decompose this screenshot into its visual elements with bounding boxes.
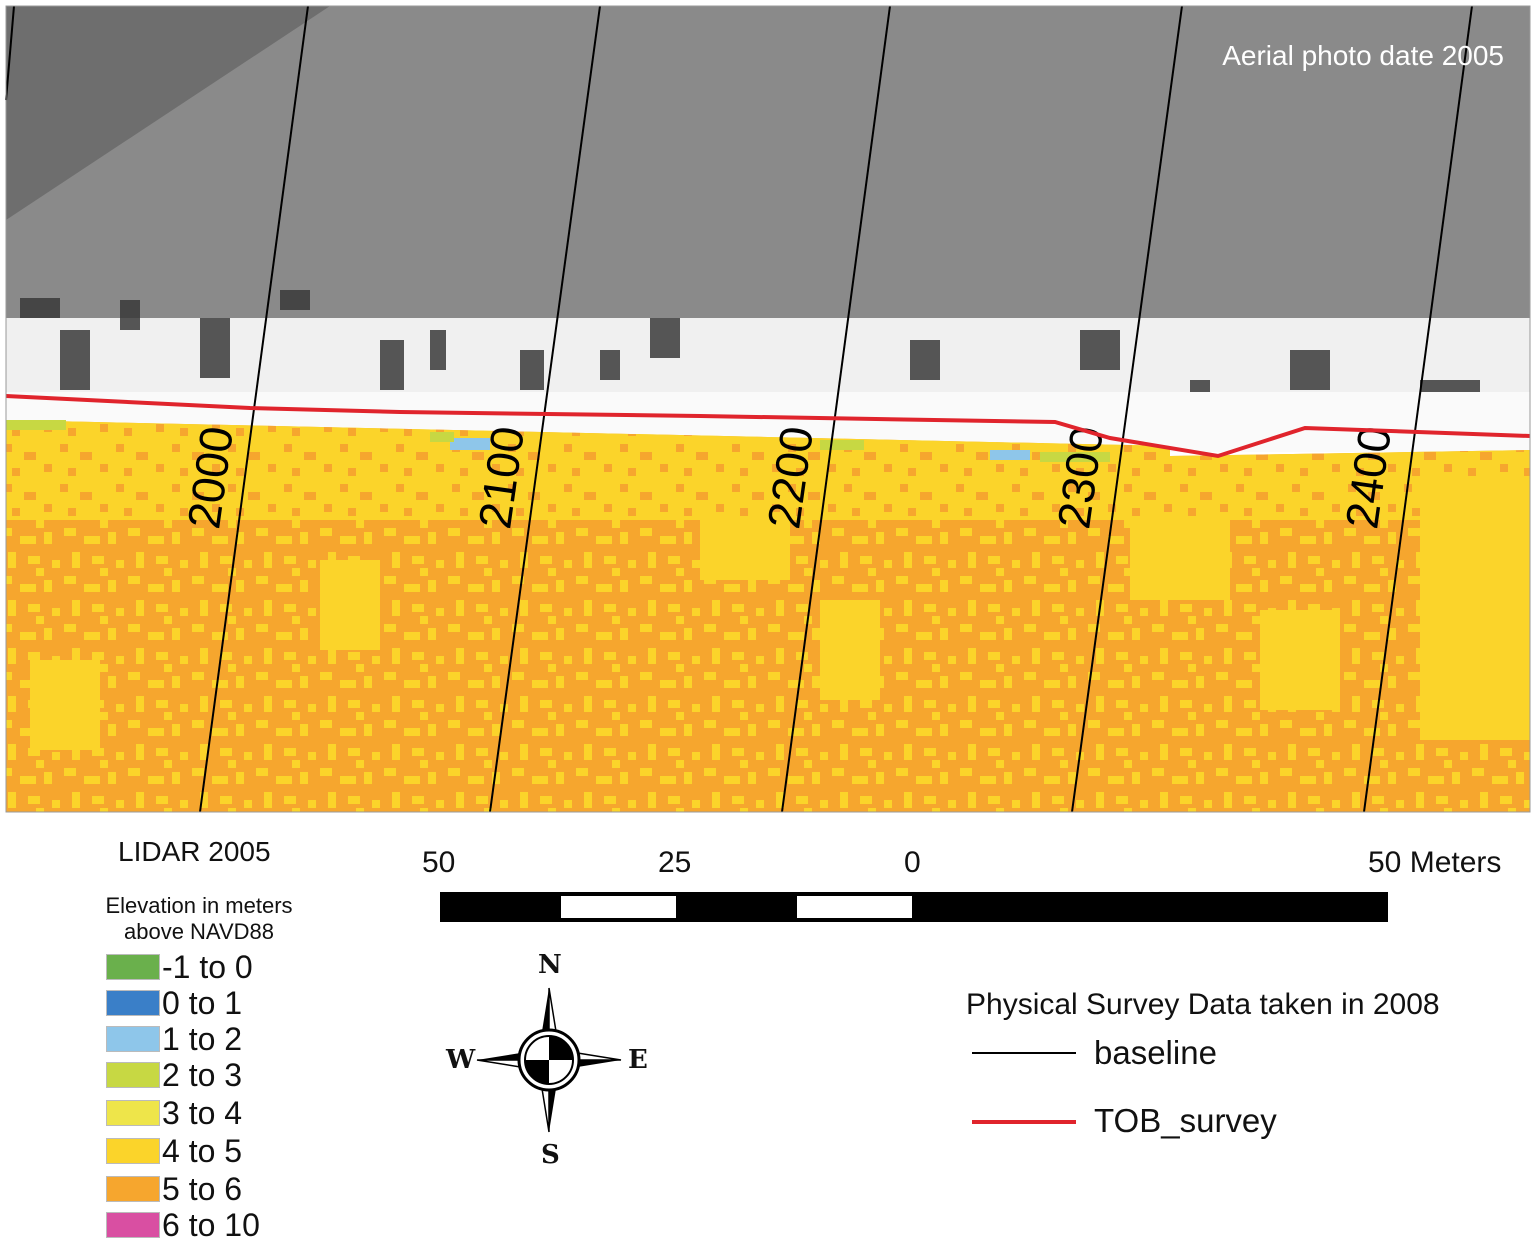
deep-water-shading bbox=[6, 6, 330, 220]
tob-legend-label: TOB_survey bbox=[1094, 1102, 1277, 1139]
lidar-yellow-patches bbox=[30, 480, 1530, 750]
transect-line bbox=[489, 5, 601, 813]
map-frame bbox=[5, 5, 1531, 813]
compass-north-label: N bbox=[538, 950, 562, 980]
water-area bbox=[6, 6, 1530, 331]
legend-class-row: 6 to 10 bbox=[106, 1207, 260, 1243]
legend-class-label: 2 to 3 bbox=[162, 1056, 243, 1093]
legend-class-label: -1 to 0 bbox=[162, 948, 253, 985]
legend-swatch bbox=[106, 954, 160, 980]
legend-title: LIDAR 2005 bbox=[118, 836, 271, 867]
photo-date-caption: Aerial photo date 2005 bbox=[1222, 40, 1504, 71]
compass-rose bbox=[476, 987, 622, 1133]
scale-label-50-left: 50 bbox=[422, 846, 456, 879]
lidar-low-cells bbox=[6, 420, 1110, 462]
legend-subtitle-line1: Elevation in meters bbox=[105, 893, 293, 918]
compass-south-label: S bbox=[541, 1140, 560, 1170]
transect-line bbox=[1363, 5, 1473, 813]
scale-label-50-meters: 50 Meters bbox=[1368, 846, 1502, 879]
compass-east-label: E bbox=[628, 1045, 648, 1075]
transect-line bbox=[781, 5, 891, 813]
legend-class-row: 4 to 5 bbox=[106, 1133, 242, 1169]
legend-class-row: 5 to 6 bbox=[106, 1171, 242, 1207]
legend-class-label: 4 to 5 bbox=[162, 1132, 243, 1169]
transect-line bbox=[5, 5, 15, 101]
legend-subtitle: Elevation in meters above NAVD88 bbox=[70, 893, 328, 945]
legend-class-label: 6 to 10 bbox=[162, 1206, 260, 1243]
scale-bar bbox=[440, 892, 1388, 922]
legend-subtitle-line2: above NAVD88 bbox=[123, 919, 274, 944]
legend-class-row: 1 to 2 bbox=[106, 1021, 242, 1057]
lidar-yellow-zone bbox=[6, 420, 1530, 520]
legend-class-row: 2 to 3 bbox=[106, 1057, 242, 1093]
scale-label-25: 25 bbox=[658, 846, 692, 879]
survey-legend-title: Physical Survey Data taken in 2008 bbox=[966, 988, 1440, 1021]
legend-class-row: 0 to 1 bbox=[106, 985, 242, 1021]
legend-swatch bbox=[106, 1138, 160, 1164]
legend-class-label: 3 to 4 bbox=[162, 1094, 243, 1131]
compass-west-label: W bbox=[446, 1045, 476, 1075]
legend-swatch bbox=[106, 1212, 160, 1238]
legend-class-label: 5 to 6 bbox=[162, 1170, 243, 1207]
legend-class-row: 3 to 4 bbox=[106, 1095, 242, 1131]
legend-swatch bbox=[106, 990, 160, 1016]
legend-swatch bbox=[106, 1100, 160, 1126]
transect-line bbox=[1071, 5, 1183, 813]
legend-swatch bbox=[106, 1026, 160, 1052]
tob-survey-line bbox=[5, 394, 1531, 459]
legend-swatch bbox=[106, 1062, 160, 1088]
legend-class-label: 1 to 2 bbox=[162, 1020, 243, 1057]
legend-class-row: -1 to 0 bbox=[106, 949, 253, 985]
scale-label-0: 0 bbox=[904, 846, 921, 879]
baseline-legend-label: baseline bbox=[1094, 1034, 1217, 1071]
legend-swatch bbox=[106, 1176, 160, 1202]
legend-class-label: 0 to 1 bbox=[162, 984, 243, 1021]
